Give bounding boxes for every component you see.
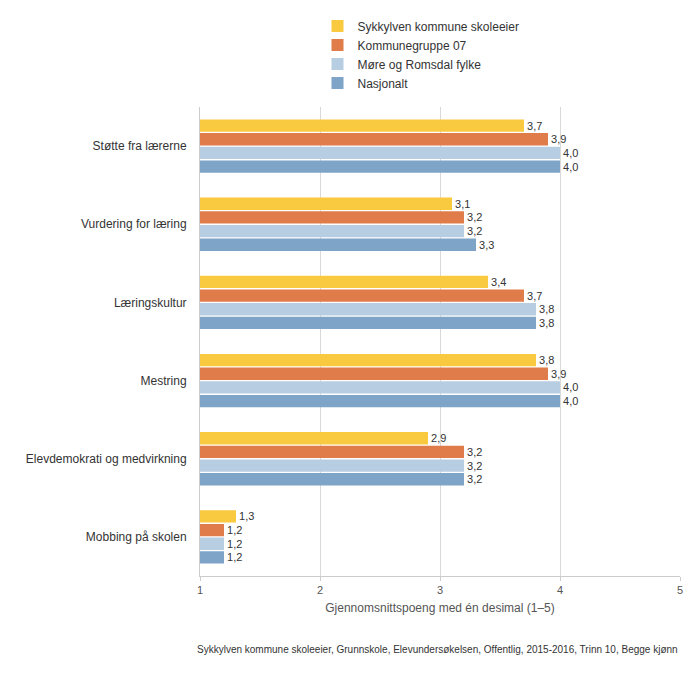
svg-text:Mobbing på skolen: Mobbing på skolen (86, 530, 187, 544)
svg-text:1: 1 (197, 584, 203, 596)
svg-text:3,7: 3,7 (527, 290, 542, 302)
svg-text:Gjennomsnittspoeng med én desi: Gjennomsnittspoeng med én desimal (1–5) (325, 601, 554, 615)
svg-text:3,7: 3,7 (527, 120, 542, 132)
svg-text:1,3: 1,3 (239, 510, 254, 522)
svg-text:3,8: 3,8 (539, 317, 554, 329)
svg-text:4,0: 4,0 (563, 147, 578, 159)
svg-text:3,8: 3,8 (539, 303, 554, 315)
svg-text:1,2: 1,2 (227, 538, 242, 550)
svg-text:3,2: 3,2 (467, 211, 482, 223)
svg-text:4,0: 4,0 (563, 161, 578, 173)
svg-text:Kommunegruppe 07: Kommunegruppe 07 (358, 39, 467, 53)
svg-text:Sykkylven kommune skoleeier: Sykkylven kommune skoleeier (358, 20, 519, 34)
svg-text:3,2: 3,2 (467, 225, 482, 237)
svg-text:Mestring: Mestring (141, 374, 187, 388)
svg-text:Støtte fra lærerne: Støtte fra lærerne (93, 139, 187, 153)
svg-text:3,9: 3,9 (551, 133, 566, 145)
svg-text:3,8: 3,8 (539, 354, 554, 366)
svg-text:3,1: 3,1 (455, 198, 470, 210)
svg-text:Møre og Romsdal fylke: Møre og Romsdal fylke (358, 58, 482, 72)
svg-text:Sykkylven kommune skoleeier, G: Sykkylven kommune skoleeier, Grunnskole,… (197, 644, 678, 655)
svg-text:Vurdering for læring: Vurdering for læring (81, 217, 187, 231)
svg-text:4: 4 (557, 584, 563, 596)
svg-text:Læringskultur: Læringskultur (114, 296, 187, 310)
svg-text:3,3: 3,3 (479, 239, 494, 251)
svg-text:3,9: 3,9 (551, 368, 566, 380)
svg-text:3,2: 3,2 (467, 473, 482, 485)
svg-text:3,2: 3,2 (467, 460, 482, 472)
svg-text:4,0: 4,0 (563, 395, 578, 407)
svg-text:2,9: 2,9 (431, 432, 446, 444)
svg-text:Elevdemokrati og medvirkning: Elevdemokrati og medvirkning (26, 452, 187, 466)
svg-text:2: 2 (317, 584, 323, 596)
svg-text:1,2: 1,2 (227, 551, 242, 563)
svg-text:5: 5 (677, 584, 683, 596)
svg-text:1,2: 1,2 (227, 524, 242, 536)
svg-text:3,2: 3,2 (467, 446, 482, 458)
svg-text:Nasjonalt: Nasjonalt (358, 77, 409, 91)
svg-text:3,4: 3,4 (491, 276, 506, 288)
svg-text:3: 3 (437, 584, 443, 596)
svg-text:4,0: 4,0 (563, 381, 578, 393)
